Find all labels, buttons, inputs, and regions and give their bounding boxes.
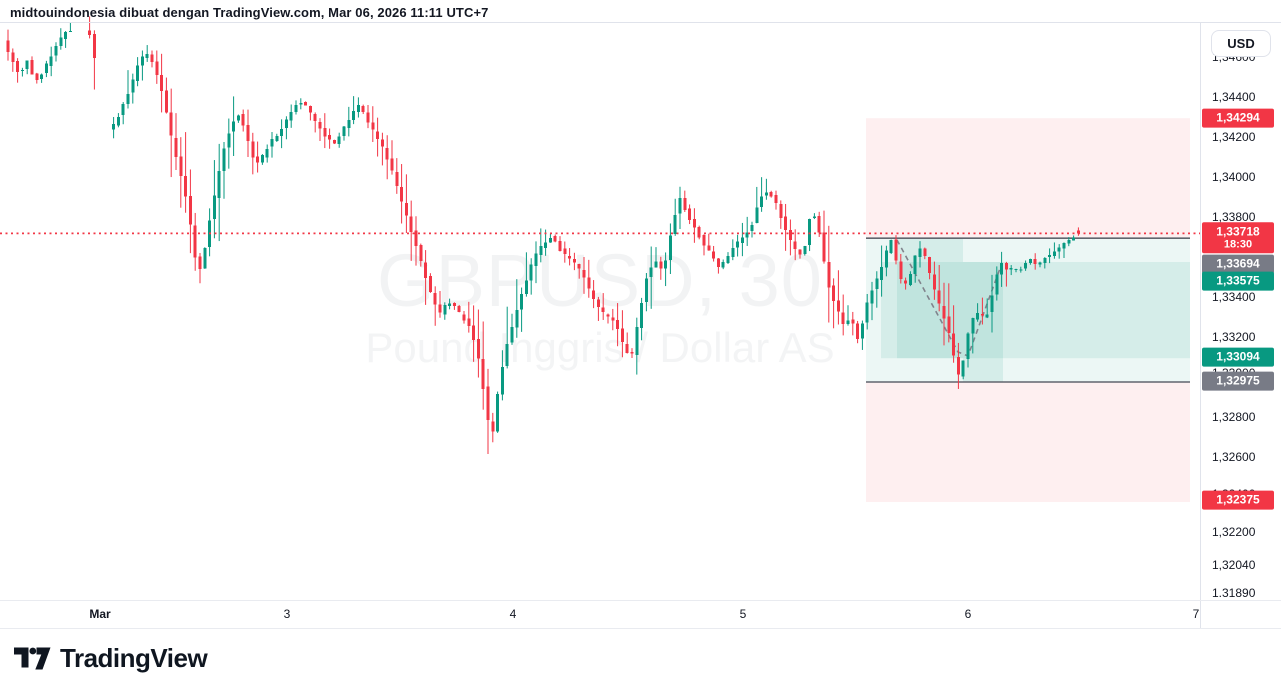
tradingview-logo-icon [14,647,51,670]
price-axis-separator [1200,22,1201,628]
risk-zone-top [866,118,1190,239]
price-axis-label: 1,34000 [1212,170,1256,184]
price-axis-label: 1,34200 [1212,130,1256,144]
time-axis-separator [0,600,1281,601]
candle-bodies [6,30,1080,432]
price-axis-label: 1,32200 [1212,525,1256,539]
price-axis-label: 1,33200 [1212,330,1256,344]
price-axis-label: 1,32800 [1212,410,1256,424]
time-axis-label: 5 [739,607,747,621]
time-axis-label: 4 [509,607,517,621]
widget-bottom-border [0,628,1281,629]
price-axis-label: 1,32600 [1212,450,1256,464]
chart-top-border [0,22,1281,23]
price-level-badge: 1,32975 [1202,371,1274,391]
price-axis-label: 1.31890 [1212,586,1256,600]
price-axis-label: 1,33800 [1212,210,1256,224]
currency-toggle-button[interactable]: USD [1211,30,1271,57]
time-axis-label: 6 [964,607,972,621]
price-level-badge: 1,33094 [1202,347,1274,367]
price-level-badge: 1,33575 [1202,271,1274,291]
price-axis[interactable]: 1,34600 1,34400 1,34200 1,34000 1,33800 1,334… [1201,22,1281,600]
price-level-badge: 1,34294 [1202,108,1274,128]
attribution-text: midtouindonesia dibuat dengan TradingVie… [10,5,489,20]
price-level-badge: 1,33694 [1202,254,1274,274]
tradingview-logo-text: TradingView [60,643,208,673]
price-level-badge: 1,32375 [1202,490,1274,510]
time-axis[interactable]: Mar 3 4 5 6 7 [0,601,1200,628]
price-axis-label: 1,33400 [1212,290,1256,304]
projection-zigzag-line[interactable] [896,239,1003,358]
demand-zone-mid [881,262,1190,359]
price-axis-label: 1,34400 [1212,90,1256,104]
tradingview-logo[interactable]: TradingView [14,643,208,674]
current-price-badge: 1,33718 18:30 [1202,222,1274,254]
risk-zone-bottom [866,382,1190,502]
countdown-timer: 18:30 [1223,238,1253,251]
time-axis-label: Mar [89,607,111,621]
time-axis-label: 7 [1192,607,1200,621]
time-axis-label: 3 [283,607,291,621]
price-axis-label: 1,32040 [1212,558,1256,572]
